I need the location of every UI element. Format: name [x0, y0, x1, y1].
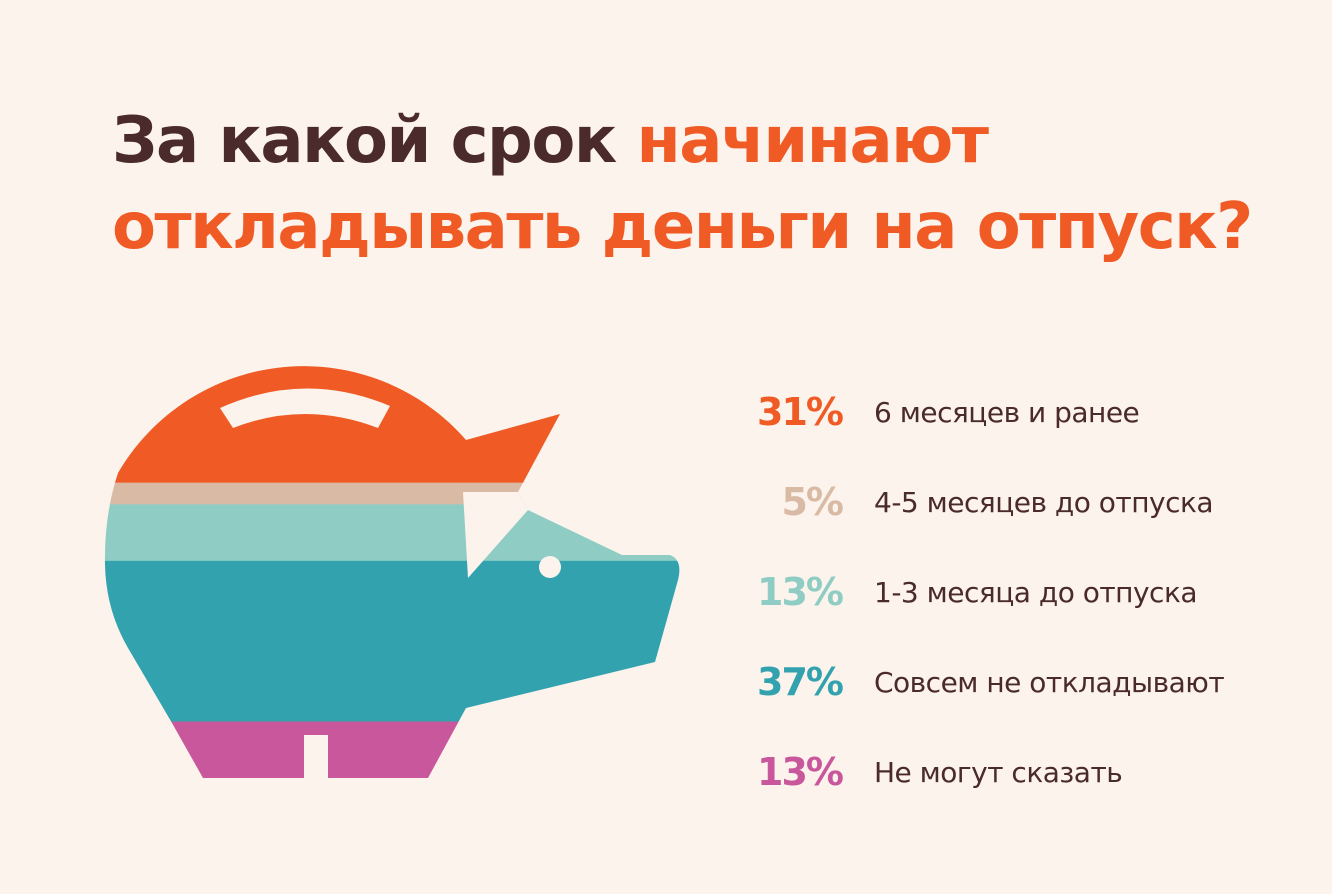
band-1 — [104, 366, 680, 484]
coin-slot — [220, 388, 390, 428]
title-part-accent-1: начинают — [636, 104, 989, 178]
category-label: 1-3 месяца до отпуска — [874, 575, 1198, 609]
legend-row: 37% Совсем не откладывают — [730, 637, 1290, 727]
pig-eye — [539, 556, 561, 578]
pig-bands — [104, 366, 680, 778]
category-label: 6 месяцев и ранее — [874, 395, 1140, 429]
category-label: Не могут сказать — [874, 755, 1123, 789]
band-2 — [104, 482, 680, 505]
title-part-accent-2: откладывать деньги на отпуск? — [112, 190, 1253, 264]
percent-value: 5% — [781, 480, 844, 524]
legend-row: 13% 1-3 месяца до отпуска — [730, 547, 1290, 637]
band-3 — [104, 504, 680, 562]
category-label: Совсем не откладывают — [874, 665, 1225, 699]
chart-title: За какой срок начинают откладывать деньг… — [112, 98, 1292, 270]
legend-row: 13% Не могут сказать — [730, 727, 1290, 817]
legend-row: 5% 4-5 месяцев до отпуска — [730, 457, 1290, 547]
percent-value: 13% — [757, 570, 844, 614]
percent-value: 31% — [757, 390, 844, 434]
legend: 31% 6 месяцев и ранее 5% 4-5 месяцев до … — [730, 367, 1290, 817]
percent-value: 37% — [757, 660, 844, 704]
category-label: 4-5 месяцев до отпуска — [874, 485, 1214, 519]
band-5 — [104, 721, 680, 778]
legend-row: 31% 6 месяцев и ранее — [730, 367, 1290, 457]
percent-value: 13% — [757, 750, 844, 794]
band-4 — [104, 560, 680, 723]
ear-gap — [463, 492, 528, 578]
title-part-dark: За какой срок — [112, 104, 637, 178]
